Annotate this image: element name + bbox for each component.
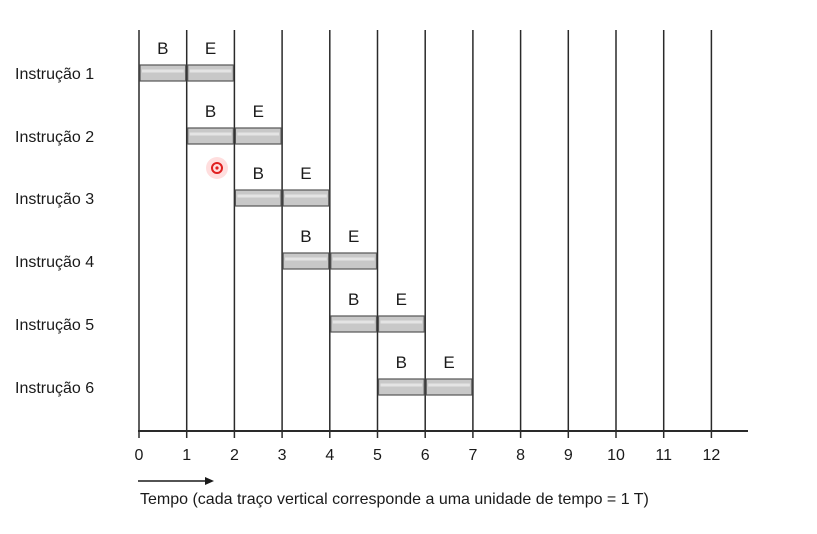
phase-bar-e — [425, 378, 473, 396]
tick-label: 7 — [468, 447, 477, 464]
phase-bar-b — [187, 127, 234, 145]
phase-label-e: E — [253, 102, 264, 121]
phase-bar-b — [377, 378, 425, 396]
instruction-label: Instrução 3 — [15, 191, 94, 208]
tick-labels: 0 1 2 3 4 5 6 7 8 9 10 11 12 — [135, 447, 721, 464]
phase-label-b: B — [300, 227, 311, 246]
tick-label: 9 — [564, 447, 573, 464]
phase-label-e: E — [396, 290, 407, 309]
phase-label-e: E — [205, 39, 216, 58]
phase-bar-e — [282, 189, 330, 207]
axis-caption: Tempo (cada traço vertical corresponde a… — [140, 491, 649, 508]
instruction-label: Instrução 6 — [15, 380, 94, 397]
phase-bar-e — [330, 252, 378, 270]
phase-bar-b — [139, 64, 187, 82]
tick-label: 8 — [516, 447, 525, 464]
phase-bar-b — [234, 189, 282, 207]
phase-label-e: E — [348, 227, 359, 246]
tick-label: 4 — [325, 447, 334, 464]
tick-label: 6 — [421, 447, 430, 464]
time-axis — [138, 430, 748, 438]
tick-label: 1 — [182, 447, 191, 464]
phase-label-b: B — [157, 39, 168, 58]
tick-label: 10 — [607, 447, 625, 464]
tick-label: 12 — [703, 447, 721, 464]
grid-lines — [138, 30, 713, 431]
phase-bar-b — [282, 252, 330, 270]
phase-bar-b — [330, 315, 378, 333]
instruction-label: Instrução 5 — [15, 317, 94, 334]
phase-bar-e — [377, 315, 425, 333]
phase-label-e: E — [443, 353, 454, 372]
phase-label-b: B — [396, 353, 407, 372]
tick-label: 3 — [278, 447, 287, 464]
instruction-label: Instrução 4 — [15, 254, 94, 271]
phase-label-e: E — [300, 164, 311, 183]
phase-label-b: B — [205, 102, 216, 121]
tick-label: 5 — [373, 447, 382, 464]
instruction-label: Instrução 2 — [15, 129, 94, 146]
tick-label: 2 — [230, 447, 239, 464]
instruction-rows: Instrução 1 B E Instrução 2 B E Instrução 3 B E I… — [15, 39, 473, 397]
time-arrow-head — [205, 477, 214, 485]
tick-label: 11 — [655, 447, 672, 464]
phase-label-b: B — [348, 290, 359, 309]
instruction-label: Instrução 1 — [15, 66, 94, 83]
phase-label-b: B — [253, 164, 264, 183]
phase-bar-e — [234, 127, 282, 145]
tick-label: 0 — [135, 447, 144, 464]
cursor-marker — [206, 157, 228, 179]
phase-bar-e — [187, 64, 234, 82]
